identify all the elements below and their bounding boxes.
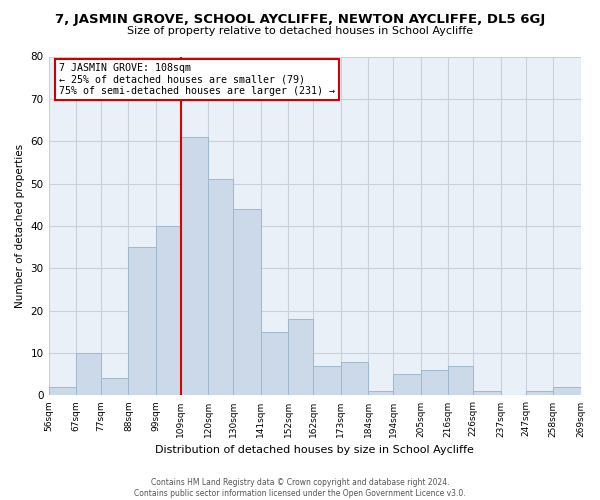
Bar: [156, 226, 181, 396]
Y-axis label: Number of detached properties: Number of detached properties: [15, 144, 25, 308]
Bar: [181, 137, 208, 396]
Bar: [313, 366, 341, 396]
Bar: [49, 387, 76, 396]
Bar: [208, 180, 233, 396]
Bar: [261, 332, 288, 396]
Bar: [101, 378, 128, 396]
Bar: [368, 391, 393, 396]
Bar: [393, 374, 421, 396]
Text: Size of property relative to detached houses in School Aycliffe: Size of property relative to detached ho…: [127, 26, 473, 36]
Text: 7, JASMIN GROVE, SCHOOL AYCLIFFE, NEWTON AYCLIFFE, DL5 6GJ: 7, JASMIN GROVE, SCHOOL AYCLIFFE, NEWTON…: [55, 12, 545, 26]
Bar: [473, 391, 500, 396]
Bar: [288, 319, 313, 396]
Bar: [341, 362, 368, 396]
Bar: [448, 366, 473, 396]
Bar: [421, 370, 448, 396]
Bar: [128, 247, 156, 396]
Bar: [581, 387, 600, 396]
X-axis label: Distribution of detached houses by size in School Aycliffe: Distribution of detached houses by size …: [155, 445, 474, 455]
Bar: [76, 353, 101, 396]
Text: Contains HM Land Registry data © Crown copyright and database right 2024.
Contai: Contains HM Land Registry data © Crown c…: [134, 478, 466, 498]
Bar: [553, 387, 581, 396]
Bar: [526, 391, 553, 396]
Text: 7 JASMIN GROVE: 108sqm
← 25% of detached houses are smaller (79)
75% of semi-det: 7 JASMIN GROVE: 108sqm ← 25% of detached…: [59, 64, 335, 96]
Bar: [233, 209, 261, 396]
